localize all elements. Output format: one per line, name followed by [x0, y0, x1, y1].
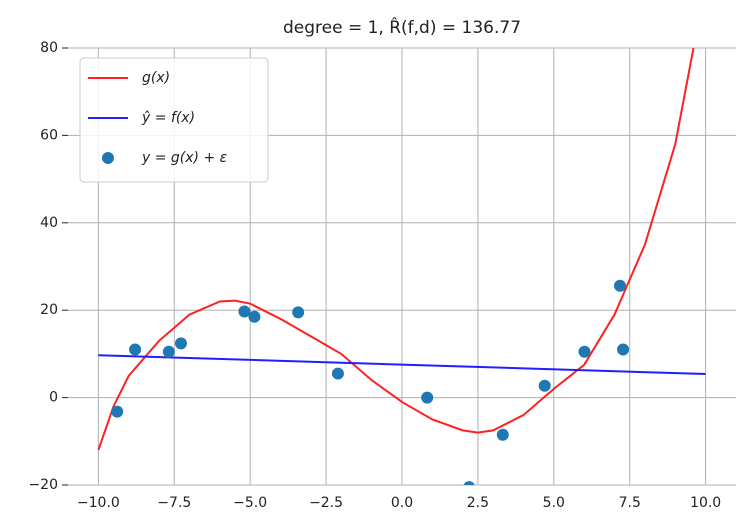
scatter-point [129, 343, 142, 356]
grid [62, 47, 736, 486]
x-tick-label: −7.5 [157, 495, 191, 511]
scatter-point [463, 481, 475, 485]
legend: g(x) ŷ = f(x) y = g(x) + ε [79, 57, 269, 183]
scatter-point [538, 379, 551, 392]
x-tick-label: −5.0 [233, 495, 267, 511]
x-tick-label: 7.5 [619, 495, 641, 511]
y-tick-label: 40 [40, 215, 58, 231]
x-tick-label: 5.0 [543, 495, 565, 511]
scatter-point [248, 310, 261, 323]
scatter-point [617, 343, 630, 356]
plot-area [97, 48, 706, 485]
legend-label: y = g(x) + ε [141, 150, 228, 166]
scatter-point [292, 306, 305, 319]
x-tick-label: −2.5 [309, 495, 343, 511]
scatter-point [614, 279, 627, 292]
y-tick-label: 0 [49, 390, 58, 406]
x-tick-label: 2.5 [467, 495, 489, 511]
scatter-point [238, 305, 251, 318]
legend-label: ŷ = f(x) [141, 110, 195, 126]
chart-title: degree = 1, R̂(f,d) = 136.77 [283, 17, 521, 38]
x-tick-label: 10.0 [690, 495, 721, 511]
x-tick-label: −10.0 [77, 495, 120, 511]
scatter-point [578, 345, 591, 358]
scatter-point [496, 428, 509, 441]
legend-box [79, 57, 269, 183]
scatter-point [331, 367, 344, 380]
y-tick-label: 60 [40, 127, 58, 143]
scatter-point [162, 345, 175, 358]
scatter-point [111, 405, 124, 418]
y-tick-label: −20 [28, 477, 58, 493]
legend-marker [102, 152, 114, 164]
y-tick-label: 20 [40, 302, 58, 318]
line-series [97, 48, 695, 451]
y-tick-label: 80 [40, 40, 58, 56]
scatter-point [421, 391, 434, 404]
x-tick-label: 0.0 [391, 495, 413, 511]
scatter-point [174, 337, 187, 350]
line-series [98, 354, 706, 376]
legend-label: g(x) [142, 70, 170, 86]
